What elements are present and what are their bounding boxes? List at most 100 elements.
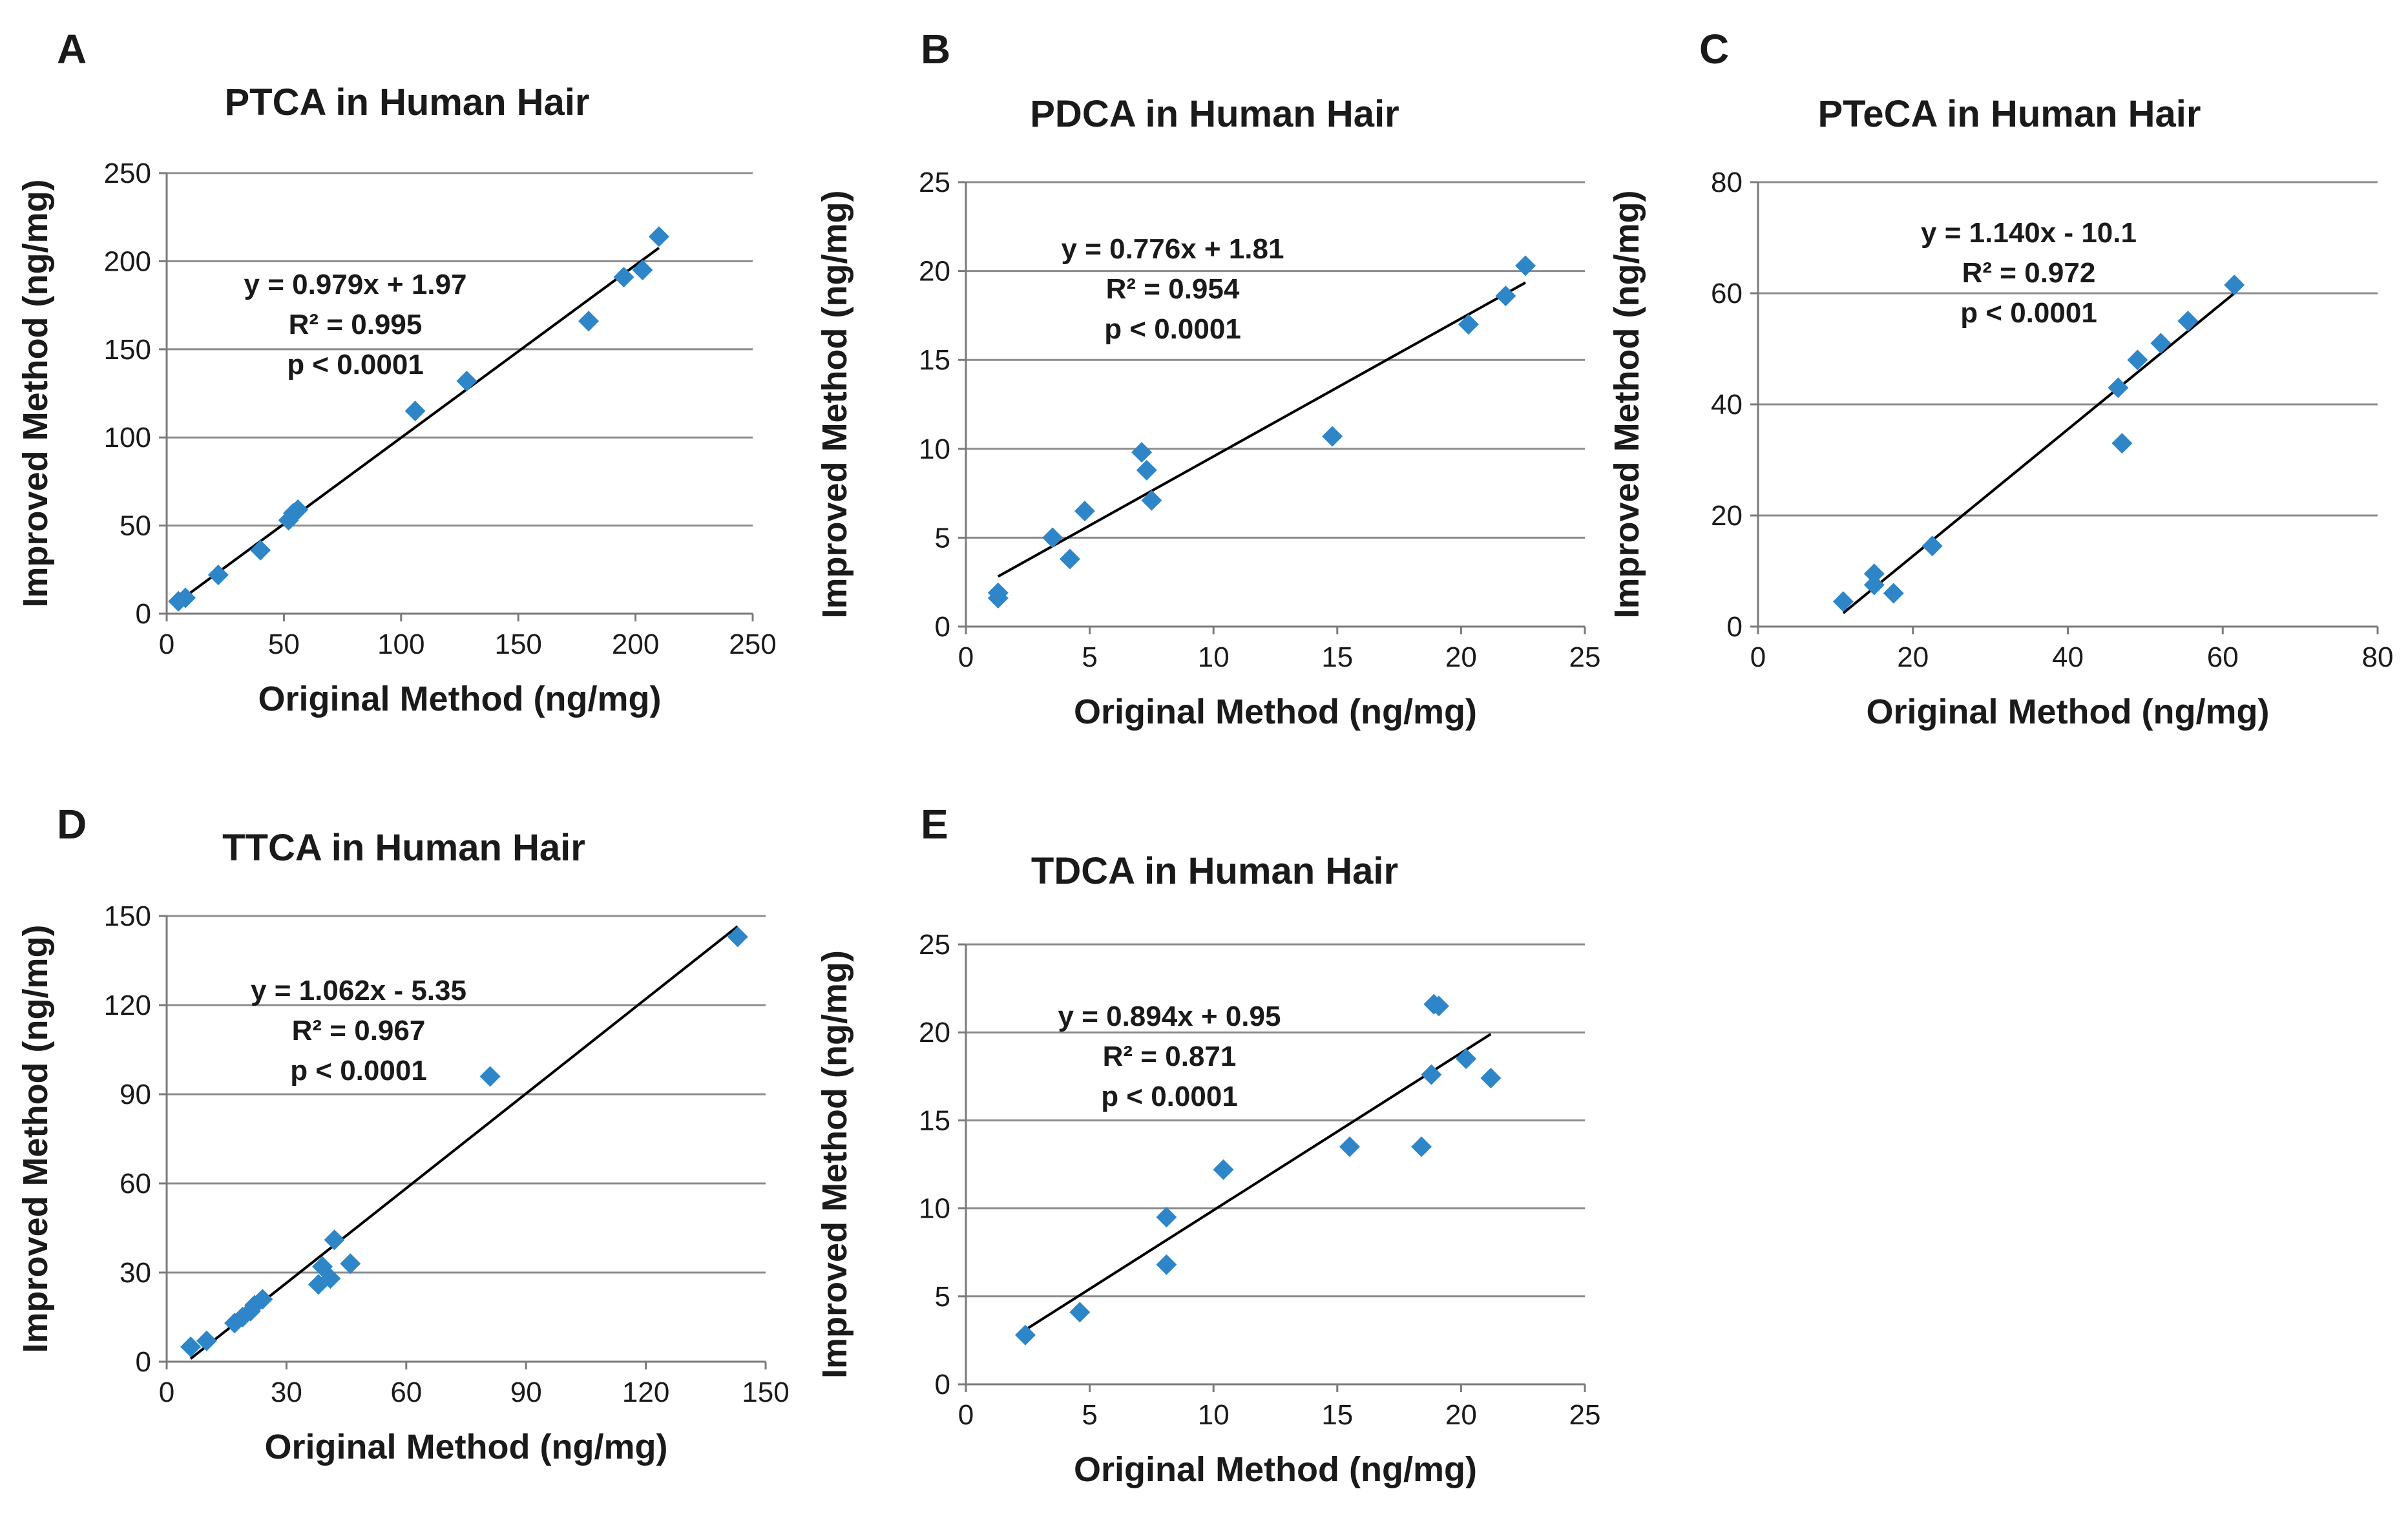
data-point (1069, 1302, 1091, 1323)
x-tick-label: 5 (1082, 1399, 1097, 1431)
chart-title: PTeCA in Human Hair (1818, 93, 2201, 135)
y-tick-label: 80 (1711, 167, 1743, 198)
panel-letter: A (57, 26, 87, 72)
data-point (2111, 433, 2133, 454)
x-tick-label: 10 (1198, 1399, 1230, 1431)
data-point (1156, 1254, 1177, 1275)
regression-annotation: y = 1.140x - 10.1 (1921, 217, 2137, 249)
y-axis-label: Improved Method (ng/mg) (815, 950, 854, 1378)
y-tick-label: 0 (136, 598, 151, 630)
y-tick-label: 15 (919, 344, 950, 376)
y-tick-label: 20 (919, 1017, 950, 1048)
x-tick-label: 50 (268, 629, 300, 660)
regression-annotation: p < 0.0001 (1960, 297, 2097, 329)
x-tick-label: 60 (2207, 641, 2239, 673)
data-point (1428, 995, 1449, 1017)
data-point (613, 266, 634, 287)
data-point (1074, 501, 1095, 522)
y-tick-label: 30 (120, 1257, 151, 1289)
data-point (1458, 314, 1479, 335)
data-point (2127, 349, 2148, 371)
y-tick-label: 90 (120, 1079, 151, 1110)
data-point (1456, 1048, 1477, 1070)
regression-annotation: R² = 0.871 (1103, 1041, 1237, 1072)
x-tick-label: 90 (510, 1377, 542, 1408)
data-point (288, 499, 309, 521)
regression-annotation: p < 0.0001 (1104, 313, 1241, 345)
x-tick-label: 20 (1445, 641, 1477, 673)
y-tick-label: 0 (935, 1369, 950, 1400)
chart-title: TTCA in Human Hair (222, 827, 585, 869)
x-tick-label: 80 (2362, 641, 2394, 673)
data-point (648, 226, 669, 247)
data-point (207, 564, 229, 585)
regression-annotation: y = 0.894x + 0.95 (1058, 1001, 1281, 1032)
y-tick-label: 0 (1727, 611, 1743, 643)
data-point (987, 582, 1009, 603)
y-tick-label: 10 (919, 1193, 950, 1225)
data-point (1014, 1324, 1036, 1346)
data-point (175, 587, 196, 608)
x-tick-label: 5 (1082, 641, 1097, 673)
data-point (1883, 583, 1904, 604)
y-tick-label: 5 (935, 1281, 950, 1313)
data-point (479, 1066, 501, 1087)
data-point (1322, 426, 1343, 447)
y-tick-label: 150 (104, 334, 151, 366)
y-tick-label: 60 (1711, 278, 1743, 309)
data-point (250, 539, 271, 561)
data-point (196, 1330, 217, 1351)
data-point (727, 926, 748, 948)
y-tick-label: 25 (919, 167, 950, 198)
x-tick-label: 15 (1321, 1399, 1353, 1431)
x-tick-label: 60 (390, 1377, 422, 1408)
x-tick-label: 30 (271, 1377, 302, 1408)
chart-panel-e: E TDCA in Human Hair 0 5 10 15 20 25 0 5 10 15 20 25 O… (815, 801, 1600, 1489)
data-point (1480, 1068, 1502, 1089)
y-tick-label: 250 (104, 158, 151, 189)
y-axis-label: Improved Method (ng/mg) (815, 191, 854, 619)
regression-annotation: R² = 0.995 (289, 309, 423, 340)
regression-annotation: y = 1.062x - 5.35 (251, 975, 466, 1006)
regression-annotation: R² = 0.972 (1962, 257, 2096, 289)
chart-panel-d: D TTCA in Human Hair 0 30 60 90 120 150 0 30 60 90 1… (16, 801, 790, 1466)
panel-letter: E (921, 801, 948, 848)
x-tick-label: 0 (958, 1399, 974, 1431)
x-tick-label: 25 (1569, 1399, 1601, 1431)
x-tick-label: 25 (1569, 641, 1601, 673)
data-point (578, 311, 600, 332)
y-tick-label: 120 (104, 990, 151, 1021)
data-point (320, 1268, 341, 1289)
data-point (1495, 286, 1516, 307)
regression-line (189, 925, 738, 1360)
x-tick-label: 20 (1445, 1399, 1477, 1431)
x-tick-label: 120 (622, 1377, 669, 1408)
y-tick-label: 20 (1711, 500, 1743, 532)
y-tick-label: 20 (919, 256, 950, 287)
y-tick-label: 5 (935, 522, 950, 554)
data-point (1141, 490, 1162, 511)
x-tick-label: 100 (377, 629, 424, 660)
data-point (1421, 1064, 1442, 1085)
regression-annotation: p < 0.0001 (287, 349, 424, 380)
data-point (2224, 275, 2245, 296)
x-axis-label: Original Method (ng/mg) (1867, 692, 2270, 731)
data-point (340, 1253, 361, 1274)
regression-line (1024, 1033, 1492, 1331)
regression-annotation: y = 0.776x + 1.81 (1062, 233, 1284, 265)
chart-title: PDCA in Human Hair (1030, 93, 1399, 135)
y-tick-label: 10 (919, 433, 950, 465)
y-tick-label: 150 (104, 900, 151, 932)
x-tick-label: 250 (729, 629, 776, 660)
x-tick-label: 40 (2052, 641, 2084, 673)
panel-letter: C (1699, 26, 1729, 72)
regression-annotation: R² = 0.967 (292, 1015, 426, 1046)
chart-title: PTCA in Human Hair (224, 81, 589, 123)
x-tick-label: 150 (742, 1377, 789, 1408)
data-point (404, 400, 426, 422)
data-point (1339, 1136, 1360, 1158)
data-point (252, 1289, 273, 1310)
x-axis-label: Original Method (ng/mg) (258, 680, 662, 718)
chart-panel-b: B PDCA in Human Hair 0 5 10 15 20 25 0 5 10 15 20 25 O… (815, 26, 1600, 731)
